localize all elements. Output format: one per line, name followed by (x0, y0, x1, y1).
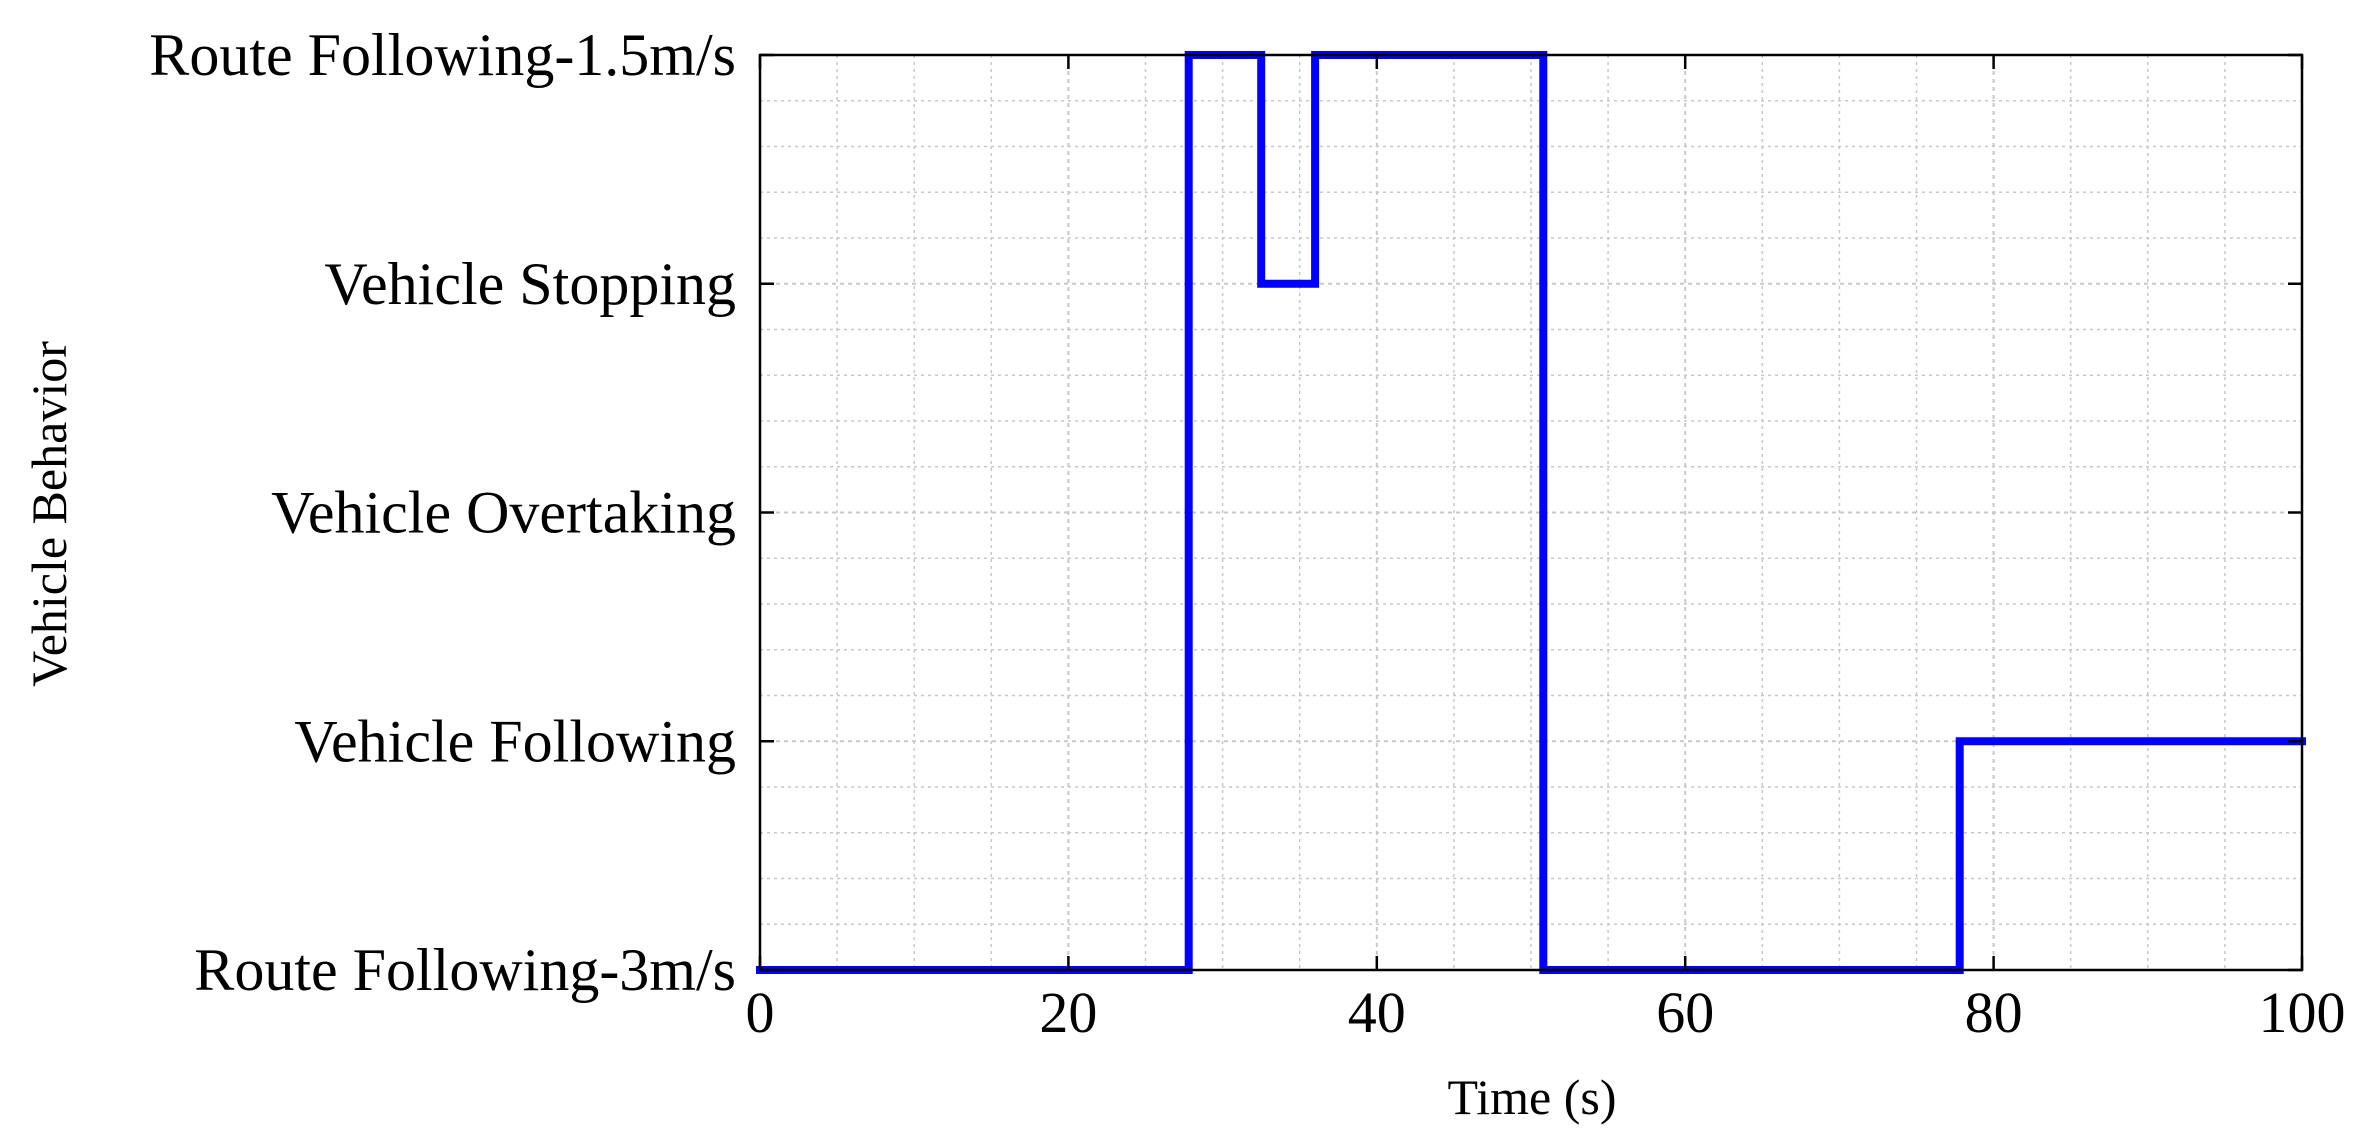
y-tick-labels: Route Following-3m/s Vehicle Following Veh… (149, 22, 736, 1003)
y-tick-label: Vehicle Overtaking (271, 480, 736, 546)
x-tick-label: 0 (746, 980, 775, 1045)
y-axis-label: Vehicle Behavior (21, 341, 77, 687)
x-tick-label: 80 (1965, 980, 2023, 1045)
axes-layer (758, 53, 2304, 972)
x-axis-label: Time (s) (1447, 1069, 1616, 1125)
series-line-0 (756, 51, 2306, 974)
y-tick-label: Route Following-3m/s (194, 937, 736, 1003)
y-tick-label: Route Following-1.5m/s (149, 22, 736, 88)
x-tick-label: 20 (1039, 980, 1097, 1045)
x-tick-labels: 0 20 40 60 80 100 (746, 980, 2346, 1045)
y-tick-label: Vehicle Stopping (324, 251, 736, 317)
series-layer (756, 51, 2306, 974)
x-tick-label: 40 (1348, 980, 1406, 1045)
x-tick-label: 100 (2259, 980, 2346, 1045)
x-tick-label: 60 (1656, 980, 1714, 1045)
y-tick-label: Vehicle Following (294, 708, 736, 774)
